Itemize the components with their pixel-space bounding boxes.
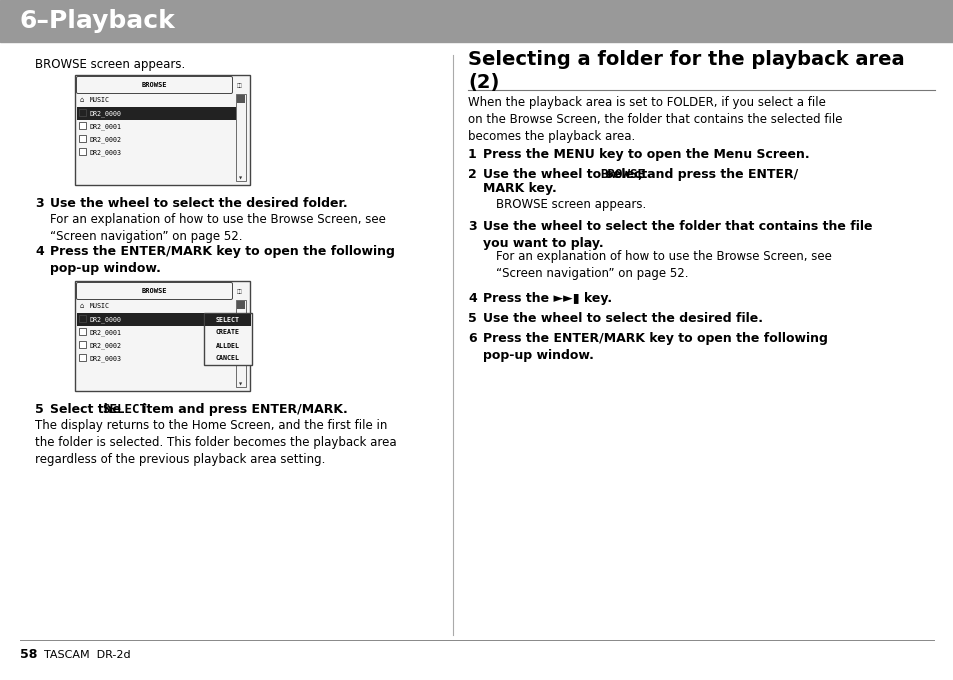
Bar <box>0 0 953 42</box>
Text: ALLDEL: ALLDEL <box>215 343 240 348</box>
Text: 58: 58 <box>20 649 37 662</box>
Text: Selecting a folder for the playback area
(2): Selecting a folder for the playback area… <box>468 50 903 92</box>
Text: 6: 6 <box>468 332 476 345</box>
FancyBboxPatch shape <box>76 282 233 299</box>
Text: DR2_0001: DR2_0001 <box>90 123 122 130</box>
Text: Press the ENTER/MARK key to open the following
pop-up window.: Press the ENTER/MARK key to open the fol… <box>482 332 827 362</box>
Bar <box>79 148 86 155</box>
Text: BROWSE screen appears.: BROWSE screen appears. <box>496 198 645 211</box>
Text: MUSIC: MUSIC <box>90 97 110 103</box>
Text: Use the wheel to select: Use the wheel to select <box>482 168 651 181</box>
Text: DR2_0000: DR2_0000 <box>90 316 122 323</box>
Bar <box>236 301 245 309</box>
Text: 5: 5 <box>468 312 476 325</box>
Text: ▼: ▼ <box>239 176 242 180</box>
Bar <box>79 315 86 322</box>
Text: ⏸⏸: ⏸⏸ <box>237 288 243 294</box>
Text: 6–Playback: 6–Playback <box>20 9 175 33</box>
Bar <box>79 135 86 142</box>
Bar <box>79 328 86 335</box>
Text: For an explanation of how to use the Browse Screen, see
“Screen navigation” on p: For an explanation of how to use the Bro… <box>496 250 831 280</box>
Bar <box>77 107 235 120</box>
Text: Use the wheel to select the folder that contains the file
you want to play.: Use the wheel to select the folder that … <box>482 220 872 250</box>
Text: 4: 4 <box>468 292 476 305</box>
Bar <box>235 94 246 181</box>
Text: ⌂: ⌂ <box>80 303 84 309</box>
Text: Press the ENTER/MARK key to open the following
pop-up window.: Press the ENTER/MARK key to open the fol… <box>50 245 395 275</box>
Text: CREATE: CREATE <box>215 330 240 335</box>
Text: SELECT: SELECT <box>102 403 147 416</box>
Bar <box>79 122 86 129</box>
Text: DR2_0002: DR2_0002 <box>90 342 122 349</box>
Bar <box>205 314 251 326</box>
Text: When the playback area is set to FOLDER, if you select a file
on the Browse Scre: When the playback area is set to FOLDER,… <box>468 96 841 143</box>
Text: TASCAM  DR-2d: TASCAM DR-2d <box>44 650 131 660</box>
Text: BROWSE screen appears.: BROWSE screen appears. <box>35 58 185 71</box>
Text: 5: 5 <box>35 403 44 416</box>
Bar <box>75 281 250 391</box>
Text: Use the wheel to select the desired file.: Use the wheel to select the desired file… <box>482 312 762 325</box>
Text: ▼: ▼ <box>239 382 242 386</box>
Text: BROWSE: BROWSE <box>142 82 167 88</box>
Text: BROWSE: BROWSE <box>599 168 644 181</box>
Bar <box>235 300 246 387</box>
Bar <box>79 109 86 116</box>
Text: ⌂: ⌂ <box>80 97 84 103</box>
Text: The display returns to the Home Screen, and the first file in
the folder is sele: The display returns to the Home Screen, … <box>35 419 396 466</box>
FancyBboxPatch shape <box>76 77 233 94</box>
Text: DR2_0001: DR2_0001 <box>90 329 122 336</box>
Text: DR2_0000: DR2_0000 <box>90 110 122 117</box>
Text: 2: 2 <box>468 168 476 181</box>
Text: ⏸⏸: ⏸⏸ <box>237 82 243 88</box>
Bar <box>75 75 250 185</box>
Text: Press the ►►▮ key.: Press the ►►▮ key. <box>482 292 612 305</box>
Text: MARK key.: MARK key. <box>482 182 557 195</box>
Text: item and press ENTER/MARK.: item and press ENTER/MARK. <box>138 403 348 416</box>
Text: 3: 3 <box>35 197 44 210</box>
Text: SELECT: SELECT <box>215 316 240 322</box>
Bar <box>236 95 245 103</box>
Text: For an explanation of how to use the Browse Screen, see
“Screen navigation” on p: For an explanation of how to use the Bro… <box>50 213 385 243</box>
Text: BROWSE: BROWSE <box>142 288 167 294</box>
Text: DR2_0003: DR2_0003 <box>90 149 122 156</box>
Text: 1: 1 <box>468 148 476 161</box>
Text: 4: 4 <box>35 245 44 258</box>
Text: Use the wheel to select the desired folder.: Use the wheel to select the desired fold… <box>50 197 347 210</box>
Text: Select the: Select the <box>50 403 125 416</box>
Text: , and press the ENTER/: , and press the ENTER/ <box>638 168 798 181</box>
Text: 3: 3 <box>468 220 476 233</box>
Text: Press the MENU key to open the Menu Screen.: Press the MENU key to open the Menu Scre… <box>482 148 809 161</box>
Bar <box>77 313 235 326</box>
Text: CANCEL: CANCEL <box>215 356 240 362</box>
Bar <box>204 313 252 365</box>
Text: DR2_0002: DR2_0002 <box>90 136 122 143</box>
Text: DR2_0003: DR2_0003 <box>90 355 122 362</box>
Text: MUSIC: MUSIC <box>90 303 110 309</box>
Bar <box>79 354 86 361</box>
Bar <box>79 341 86 348</box>
